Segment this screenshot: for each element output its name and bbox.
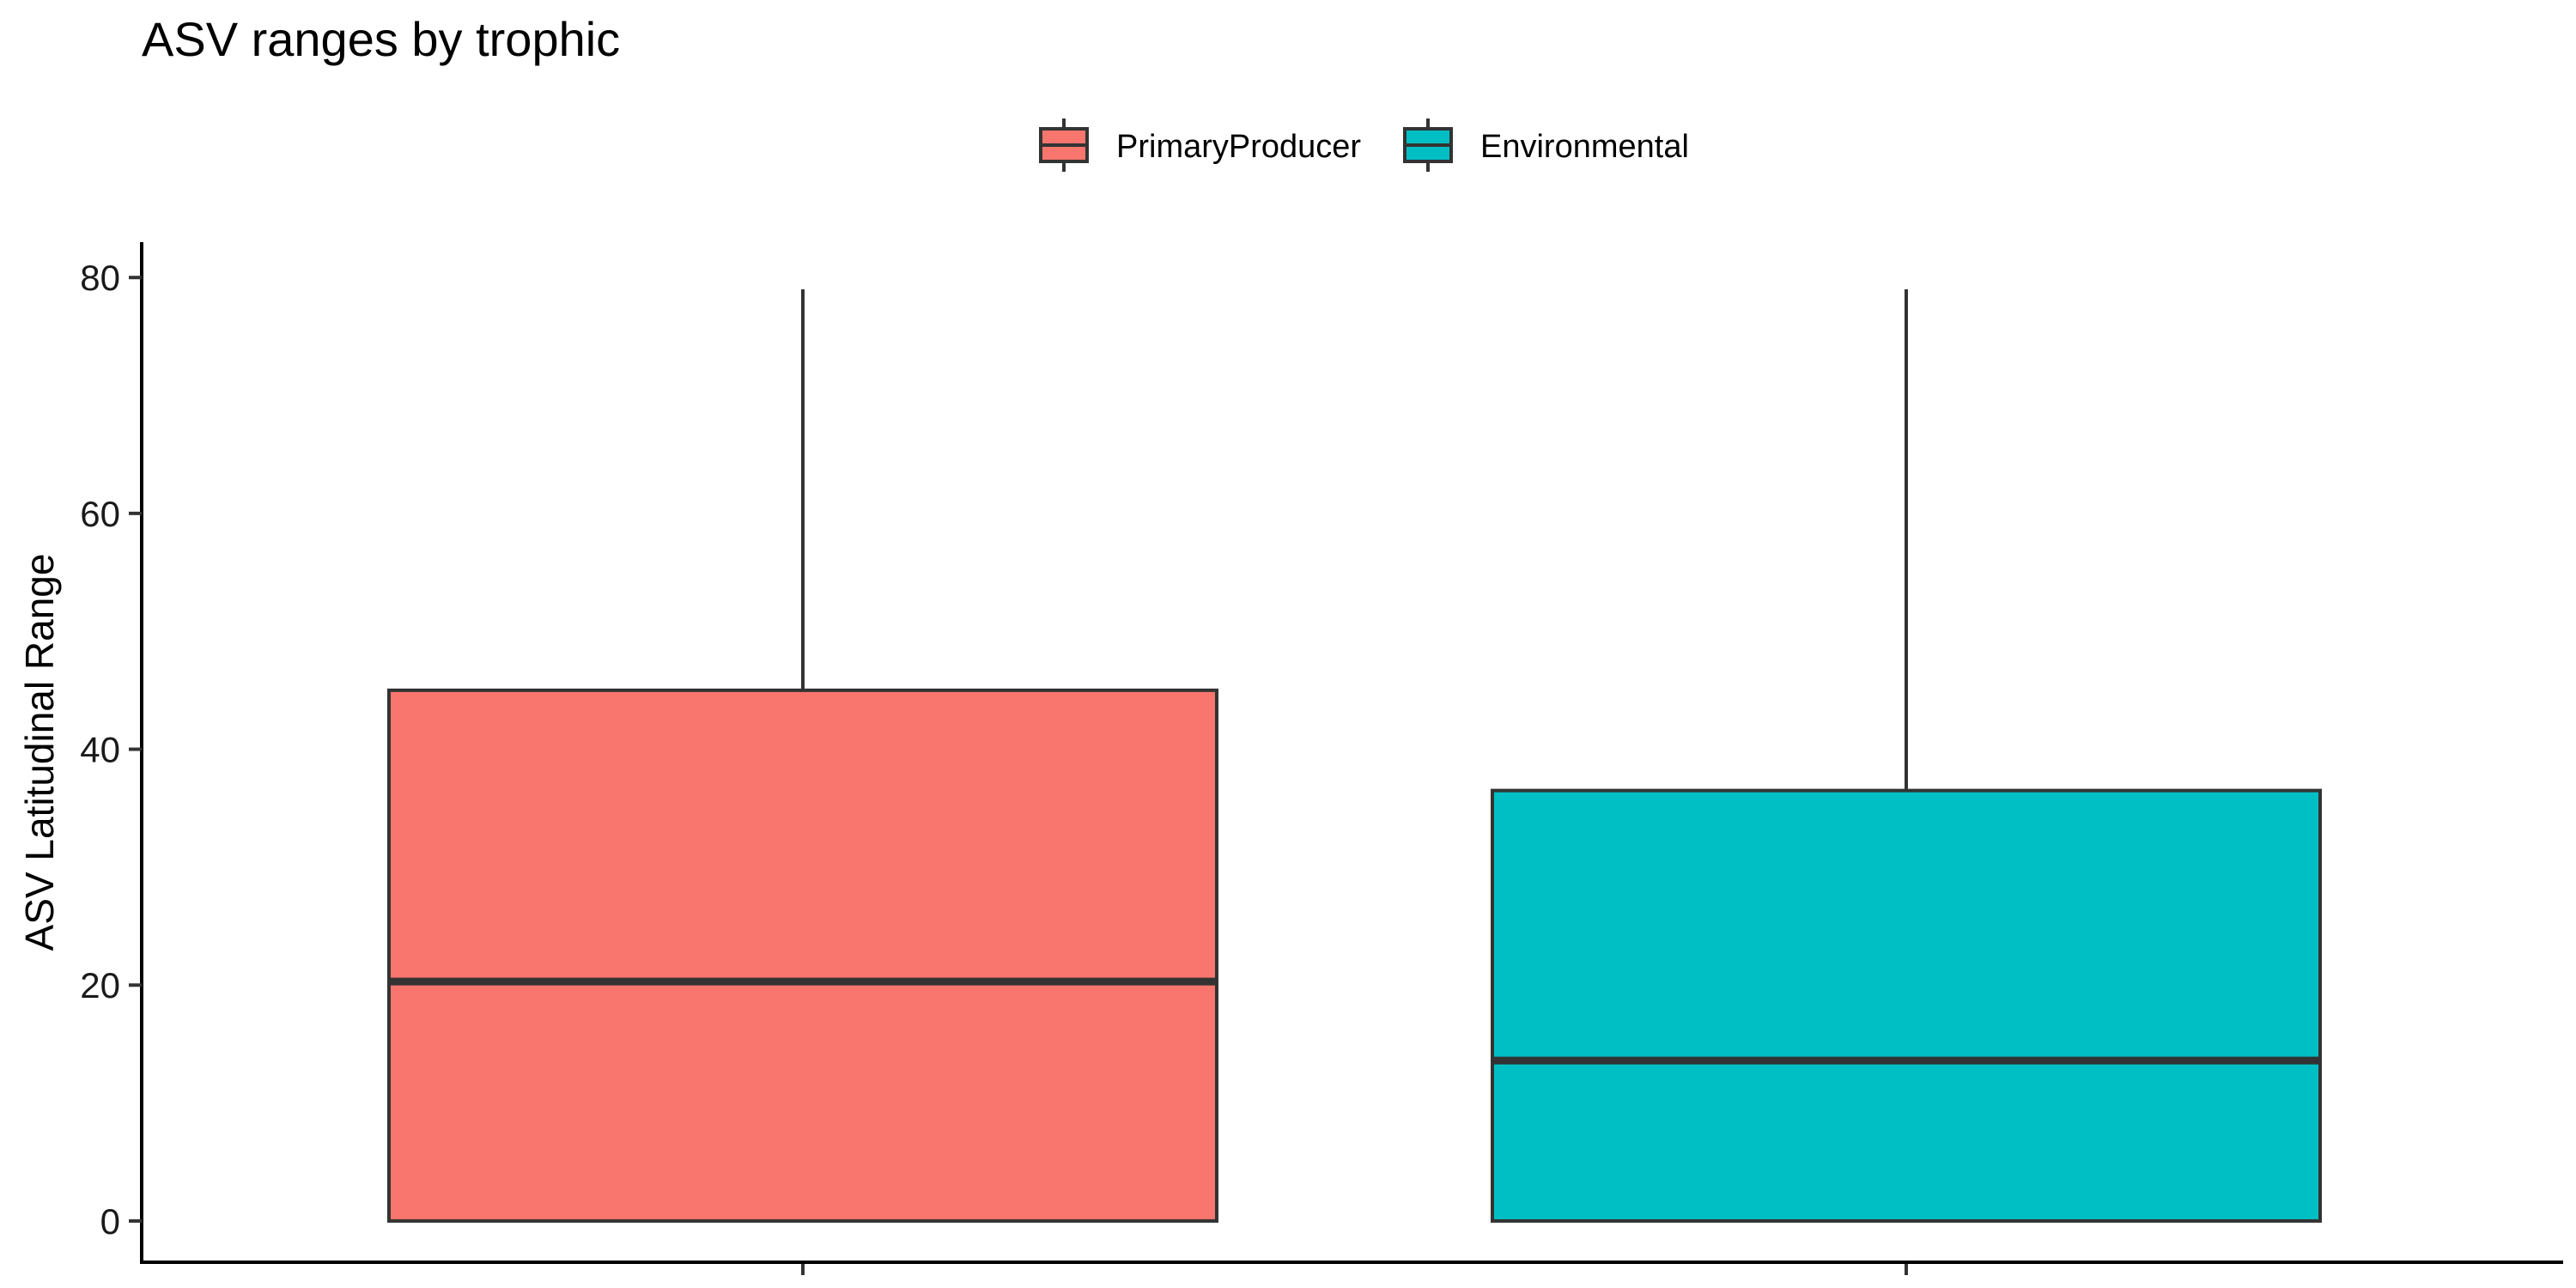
chart-title: ASV ranges by trophic bbox=[142, 12, 620, 66]
legend-item: PrimaryProducer bbox=[1039, 118, 1361, 172]
y-tick-label: 60 bbox=[80, 494, 120, 534]
box-iqr bbox=[387, 688, 1218, 1223]
y-axis-title: ASV Latitudinal Range bbox=[17, 554, 62, 951]
legend-label: Environmental bbox=[1480, 129, 1689, 165]
y-tick-label: 0 bbox=[100, 1201, 120, 1242]
y-tick-label: 40 bbox=[80, 730, 120, 770]
legend-label: PrimaryProducer bbox=[1116, 129, 1361, 165]
legend: PrimaryProducer Environmental bbox=[1039, 118, 1689, 172]
box-iqr bbox=[1491, 788, 2322, 1223]
box-group bbox=[387, 289, 1218, 1275]
y-axis-ticks: 0 20 40 60 80 bbox=[80, 258, 142, 1242]
legend-item: Environmental bbox=[1403, 118, 1689, 172]
plot-area bbox=[387, 289, 2322, 1275]
box-group bbox=[1491, 289, 2322, 1275]
y-tick-label: 20 bbox=[80, 965, 120, 1005]
y-tick-label: 80 bbox=[80, 258, 120, 298]
